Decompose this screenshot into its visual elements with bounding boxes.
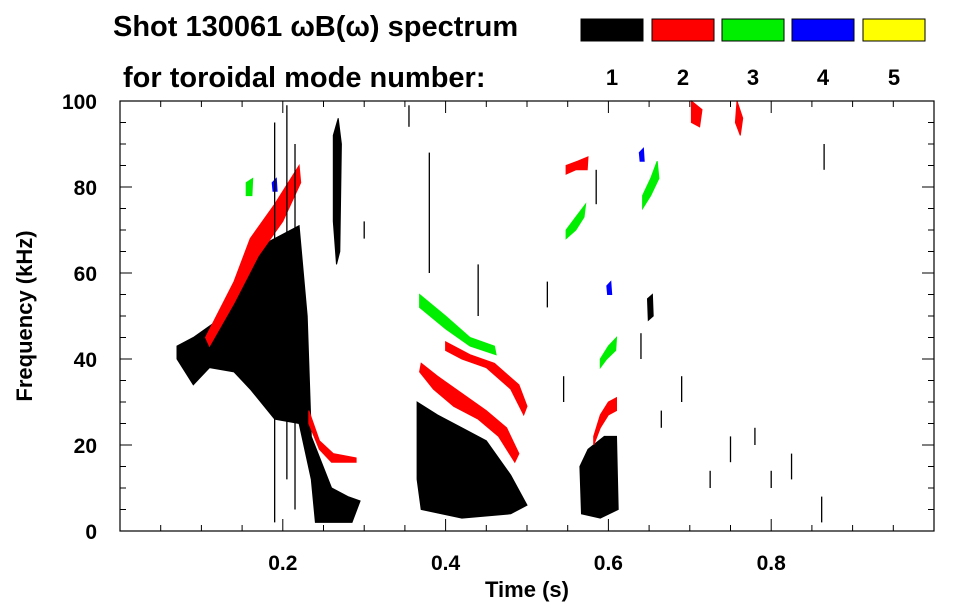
mode-4-region-19	[606, 280, 613, 295]
x-tick-label: 0.8	[757, 552, 787, 575]
y-axis-label: Frequency (kHz)	[12, 230, 37, 401]
mode-2-region-7	[419, 362, 520, 464]
y-tick-label: 0	[85, 521, 97, 544]
x-axis-label: Time (s)	[485, 577, 569, 602]
mode-1-region-1	[416, 401, 528, 519]
mode-1-region-0	[176, 224, 361, 523]
speckle-marks	[274, 105, 825, 523]
y-tick-label: 80	[74, 177, 97, 200]
mode-3-region-15	[599, 336, 618, 370]
axis-ticks	[120, 101, 934, 531]
legend-swatch-4	[791, 18, 855, 42]
mode-2-region-8	[445, 340, 528, 417]
mode-1-region-4	[646, 293, 654, 322]
mode-3-region-14	[565, 202, 587, 240]
mode-3-region-17	[245, 177, 254, 197]
mode-2-region-10	[565, 156, 589, 175]
mode-2-region-11	[690, 99, 703, 128]
legend-swatch-2	[651, 18, 715, 42]
x-tick-label: 0.6	[594, 552, 623, 575]
chart-title-line2: for toroidal mode number:	[123, 62, 486, 94]
mode-3-region-13	[419, 293, 497, 356]
mode-regions	[176, 99, 744, 523]
mode-1-region-2	[579, 435, 619, 519]
mode-2-region-5	[204, 163, 302, 348]
mode-3-region-16	[642, 161, 660, 211]
legend-label-4: 4	[817, 65, 830, 90]
legend-swatch-3	[721, 18, 785, 42]
legend-label-3: 3	[747, 65, 759, 90]
legend-label-1: 1	[606, 65, 618, 90]
legend: 1 2 3 4 5	[580, 18, 926, 90]
legend-swatch-1	[580, 18, 644, 42]
x-tick-label: 0.4	[431, 552, 461, 575]
mode-4-region-20	[638, 147, 645, 162]
y-tick-label: 100	[62, 91, 97, 114]
mode-2-region-9	[593, 396, 617, 446]
y-tick-label: 60	[74, 263, 97, 286]
plot-area	[119, 99, 935, 532]
legend-label-5: 5	[888, 65, 900, 90]
chart-title-line1: Shot 130061 ωB(ω) spectrum	[113, 11, 518, 43]
mode-2-region-6	[308, 410, 357, 463]
legend-label-2: 2	[677, 65, 689, 90]
tick-labels: 0.2 0.4 0.6 0.8 0 20 40 60 80 100	[62, 91, 786, 575]
legend-swatch-5	[862, 18, 926, 42]
x-tick-label: 0.2	[268, 552, 297, 575]
y-tick-label: 40	[74, 349, 97, 372]
y-tick-label: 20	[74, 435, 97, 458]
mode-1-region-3	[332, 118, 342, 265]
plot-frame	[119, 100, 935, 532]
mode-2-region-12	[734, 100, 744, 136]
